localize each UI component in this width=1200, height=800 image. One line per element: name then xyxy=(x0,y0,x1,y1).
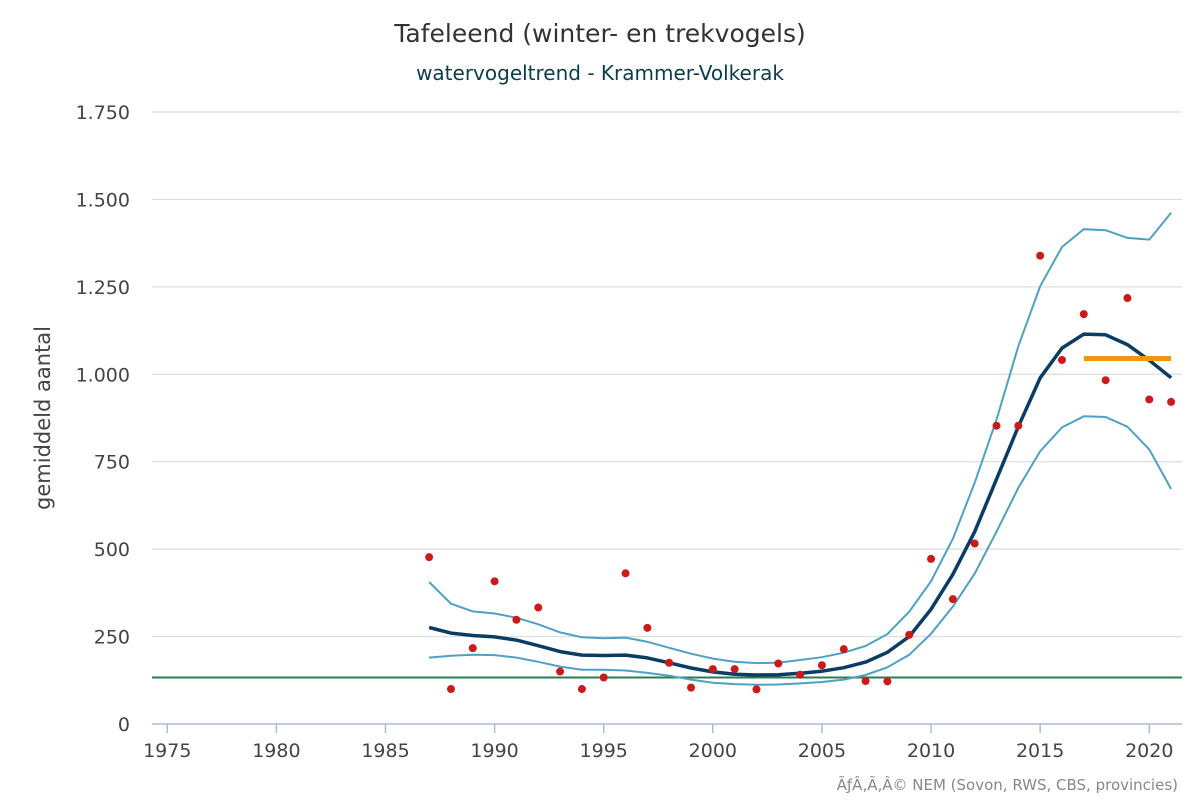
count-point xyxy=(425,553,434,562)
count-point xyxy=(665,658,674,667)
y-grid xyxy=(152,111,1182,638)
x-tick-label: 2020 xyxy=(1125,740,1173,762)
count-point xyxy=(730,665,739,674)
count-point xyxy=(1145,395,1154,404)
upper-confidence-line xyxy=(428,212,1172,665)
x-tick-label: 1995 xyxy=(580,740,628,762)
y-tick-label: 500 xyxy=(94,539,130,561)
count-point xyxy=(992,421,1001,430)
count-point xyxy=(752,685,761,694)
count-point xyxy=(1079,310,1088,319)
count-point xyxy=(556,667,565,676)
count-point xyxy=(861,676,870,685)
y-tick-labels: 0 250 500 750 1.000 1.250 1.500 1.750 xyxy=(76,102,130,736)
count-point xyxy=(512,615,521,624)
count-point xyxy=(817,661,826,670)
count-point xyxy=(883,677,892,686)
count-point xyxy=(839,645,848,654)
count-point xyxy=(446,685,455,694)
count-point xyxy=(599,673,608,682)
count-point xyxy=(1036,251,1045,260)
count-point xyxy=(1123,294,1132,303)
count-point xyxy=(970,539,979,548)
y-axis-label: gemiddeld aantal xyxy=(31,326,55,510)
x-tick-label: 2015 xyxy=(1016,740,1064,762)
x-axis: 1975 1980 1985 1990 1995 2000 2005 2010 2015 2020 xyxy=(143,723,1182,762)
y-tick-label: 1.000 xyxy=(76,364,130,386)
count-point xyxy=(927,554,936,563)
count-point xyxy=(1014,421,1023,430)
x-tick-label: 2010 xyxy=(907,740,955,762)
count-point xyxy=(774,659,783,668)
chart-title: Tafeleend (winter- en trekvogels) xyxy=(393,19,805,48)
count-point xyxy=(1167,397,1176,406)
lower-confidence-line xyxy=(429,415,1172,686)
plot-series xyxy=(152,212,1182,694)
x-tick-label: 1990 xyxy=(470,740,518,762)
y-tick-label: 750 xyxy=(94,452,130,474)
count-point xyxy=(1057,355,1066,364)
y-tick-label: 1.250 xyxy=(76,277,130,299)
x-tick-label: 1975 xyxy=(143,740,191,762)
count-point xyxy=(643,623,652,632)
chart-credit: ÃƒÂ‚Ã‚Â© NEM (Sovon, RWS, CBS, provincie… xyxy=(837,775,1178,794)
count-point xyxy=(905,630,914,639)
count-point xyxy=(948,595,957,604)
count-point xyxy=(490,577,499,586)
count-point xyxy=(468,644,477,653)
x-tick-label: 1980 xyxy=(252,740,300,762)
count-point xyxy=(621,569,630,578)
count-point xyxy=(687,683,696,692)
y-tick-label: 1.500 xyxy=(76,189,130,211)
y-tick-label: 1.750 xyxy=(76,102,130,124)
y-tick-label: 0 xyxy=(118,714,130,736)
x-tick-label: 1985 xyxy=(361,740,409,762)
count-point xyxy=(1101,376,1110,385)
y-tick-label: 250 xyxy=(94,627,130,649)
count-point xyxy=(534,603,543,612)
count-point xyxy=(796,670,805,679)
x-tick-label: 2000 xyxy=(689,740,737,762)
count-point xyxy=(708,665,717,674)
count-point xyxy=(577,685,586,694)
chart-subtitle: watervogeltrend - Krammer-Volkerak xyxy=(416,61,784,85)
x-tick-label: 2005 xyxy=(798,740,846,762)
trend-line xyxy=(428,332,1173,677)
